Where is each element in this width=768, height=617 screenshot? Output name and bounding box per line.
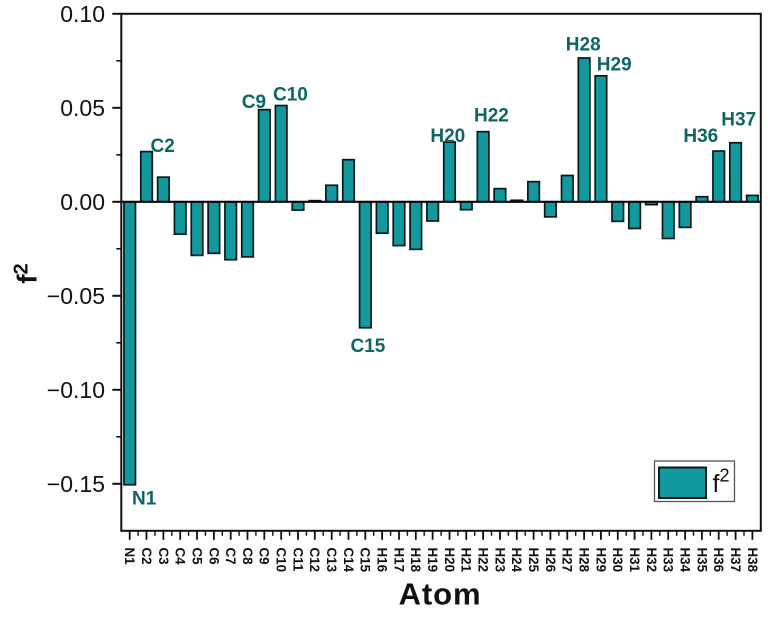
svg-text:C7: C7 — [223, 548, 238, 565]
svg-text:C10: C10 — [274, 548, 289, 573]
svg-text:2: 2 — [720, 466, 730, 486]
svg-text:H29: H29 — [597, 54, 632, 75]
svg-text:H22: H22 — [474, 106, 509, 127]
svg-text:H36: H36 — [711, 548, 726, 573]
svg-text:−0.05: −0.05 — [47, 283, 105, 309]
svg-text:H35: H35 — [694, 548, 709, 573]
svg-text:C15: C15 — [351, 336, 386, 357]
svg-text:H19: H19 — [425, 548, 440, 573]
svg-text:H27: H27 — [560, 548, 575, 573]
svg-text:N1: N1 — [132, 489, 157, 510]
svg-text:H26: H26 — [543, 548, 558, 573]
svg-text:H20: H20 — [430, 126, 465, 147]
svg-text:H30: H30 — [610, 548, 625, 573]
svg-text:H18: H18 — [408, 548, 423, 573]
svg-text:H37: H37 — [721, 110, 756, 131]
svg-text:f: f — [713, 470, 720, 498]
svg-text:C10: C10 — [273, 85, 308, 106]
svg-text:N1: N1 — [122, 548, 137, 566]
svg-text:H17: H17 — [391, 548, 406, 573]
svg-text:H21: H21 — [459, 548, 474, 573]
svg-text:C12: C12 — [307, 548, 322, 573]
svg-text:C3: C3 — [156, 548, 171, 565]
svg-text:0.05: 0.05 — [60, 95, 105, 121]
svg-text:C9: C9 — [257, 548, 272, 565]
svg-text:Atom: Atom — [399, 577, 482, 612]
svg-text:C5: C5 — [189, 548, 204, 566]
svg-text:−0.10: −0.10 — [47, 377, 105, 403]
svg-text:H20: H20 — [442, 548, 457, 573]
svg-text:H25: H25 — [526, 548, 541, 573]
svg-text:C8: C8 — [240, 548, 255, 566]
svg-text:0.00: 0.00 — [60, 189, 105, 215]
svg-text:C9: C9 — [242, 92, 266, 113]
svg-text:C14: C14 — [341, 548, 356, 573]
svg-text:H29: H29 — [593, 548, 608, 573]
svg-text:H28: H28 — [577, 548, 592, 573]
svg-text:C6: C6 — [206, 548, 221, 565]
svg-text:H28: H28 — [566, 35, 601, 56]
svg-text:0.10: 0.10 — [60, 1, 105, 27]
svg-text:C4: C4 — [173, 548, 188, 566]
svg-text:H38: H38 — [745, 548, 760, 573]
svg-text:H31: H31 — [627, 548, 642, 573]
svg-text:C2: C2 — [139, 548, 154, 565]
svg-text:C2: C2 — [151, 136, 175, 157]
svg-text:H37: H37 — [728, 548, 743, 573]
svg-text:C15: C15 — [358, 548, 373, 573]
svg-text:C11: C11 — [290, 548, 305, 572]
svg-text:H22: H22 — [476, 548, 491, 573]
svg-text:H23: H23 — [492, 548, 507, 573]
svg-text:H16: H16 — [375, 548, 390, 573]
svg-text:H36: H36 — [683, 126, 718, 147]
svg-text:C13: C13 — [324, 548, 339, 573]
svg-text:−0.15: −0.15 — [47, 471, 105, 497]
svg-text:H32: H32 — [644, 548, 659, 573]
svg-text:H24: H24 — [509, 548, 524, 573]
svg-text:H33: H33 — [661, 548, 676, 573]
svg-text:H34: H34 — [678, 548, 693, 573]
